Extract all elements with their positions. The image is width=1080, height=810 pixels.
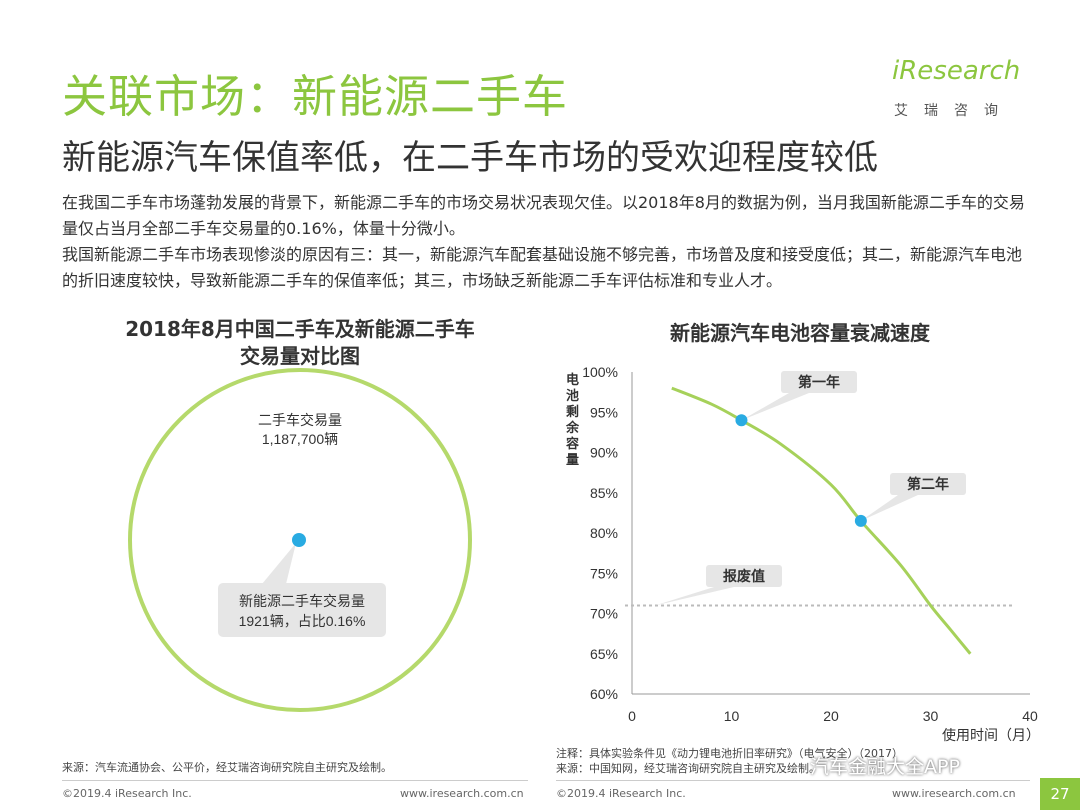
right-note: 注释：具体实验条件见《动力锂电池折旧率研究》（电气安全）（2017） [556,747,903,760]
x-tick-label: 40 [1022,708,1038,724]
left-chart-title: 2018年8月中国二手车及新能源二手车 交易量对比图 [100,316,500,370]
watermark: 汽车金融大全APP [810,756,960,778]
left-source-note: 来源：汽车流通协会、公平价，经艾瑞咨询研究院自主研究及绘制。 [62,761,392,774]
y-tick-label: 90% [590,445,618,461]
page-title: 关联市场：新能源二手车 [62,70,569,123]
x-tick-label: 30 [923,708,939,724]
left-footer-divider [62,780,528,781]
left-bubble-chart: 二手车交易量 1,187,700辆 新能源二手车交易量 1921辆，占比0.16… [128,368,472,712]
x-tick-label: 0 [628,708,636,724]
marker-first-year-pointer [741,393,809,421]
small-callout-pointer [262,543,296,584]
left-footer-copyright: ©2019.4 iResearch Inc. [62,787,192,800]
y-tick-label: 95% [590,404,618,420]
logo-text: iResearch [892,56,1021,86]
marker-first-year-box [781,371,857,393]
big-circle-value: 1,187,700辆 [262,431,338,447]
page-number: 27 [1040,778,1080,810]
battery-line-chart: 60% 65% 70% 75% 80% 85% 90% 95% 100% 0 10 20 30 40 第… [565,364,1040,743]
page-subtitle: 新能源汽车保值率低，在二手车市场的受欢迎程度较低 [62,138,878,178]
y-tick-label: 60% [590,686,618,702]
scrap-value-label: 报废值 [723,568,765,584]
marker-second-year-pointer [860,495,918,521]
right-footer-divider [556,780,1030,781]
x-axis-title: 使用时间（月） [942,727,1040,743]
right-source-note: 来源：中国知网，经艾瑞咨询研究院自主研究及绘制。 [556,762,820,775]
y-tick-label: 70% [590,606,618,622]
scrap-value-pointer [655,587,734,606]
y-tick-label: 65% [590,646,618,662]
marker-dot-1 [735,414,748,427]
big-circle-label: 二手车交易量 [258,412,342,428]
x-tick-labels: 0 10 20 30 40 [628,708,1038,724]
right-footer-url: www.iresearch.com.cn [892,787,1016,800]
big-circle [128,368,472,712]
y-tick-label: 75% [590,565,618,581]
y-tick-labels: 60% 65% 70% 75% 80% 85% 90% 95% 100% [582,364,618,702]
small-dot [292,533,306,547]
right-chart-title: 新能源汽车电池容量衰减速度 [670,321,930,345]
capacity-series-line [671,386,972,655]
marker-first-year-label: 第一年 [798,374,840,390]
left-chart-title-line1: 2018年8月中国二手车及新能源二手车 [125,317,475,341]
small-callout-label: 新能源二手车交易量 [239,593,365,609]
y-tick-label: 80% [590,525,618,541]
y-tick-label: 100% [582,364,618,380]
x-tick-label: 10 [724,708,740,724]
logo-subtext: 艾瑞咨询 [894,103,1014,119]
y-tick-label: 85% [590,485,618,501]
x-tick-label: 20 [823,708,839,724]
left-footer-url: www.iresearch.com.cn [400,787,524,800]
small-callout-value: 1921辆，占比0.16% [239,613,366,629]
marker-dot-2 [854,514,867,527]
iresearch-logo: iResearch 艾瑞咨询 [892,56,1032,126]
marker-second-year-label: 第二年 [907,476,949,492]
scrap-value-box [706,565,782,587]
body-paragraph-2: 我国新能源二手车市场表现惨淡的原因有三：其一，新能源汽车配套基础设施不够完善，市… [62,245,1023,290]
body-paragraph-1: 在我国二手车市场蓬勃发展的背景下，新能源二手车的市场交易状况表现欠佳。以2018… [62,193,1025,238]
y-axis-title: 电池剩余容量 [565,372,580,467]
right-footer-copyright: ©2019.4 iResearch Inc. [556,787,686,800]
left-chart-title-line2: 交易量对比图 [240,344,360,368]
small-callout-box [218,583,386,637]
marker-second-year-box [890,473,966,495]
